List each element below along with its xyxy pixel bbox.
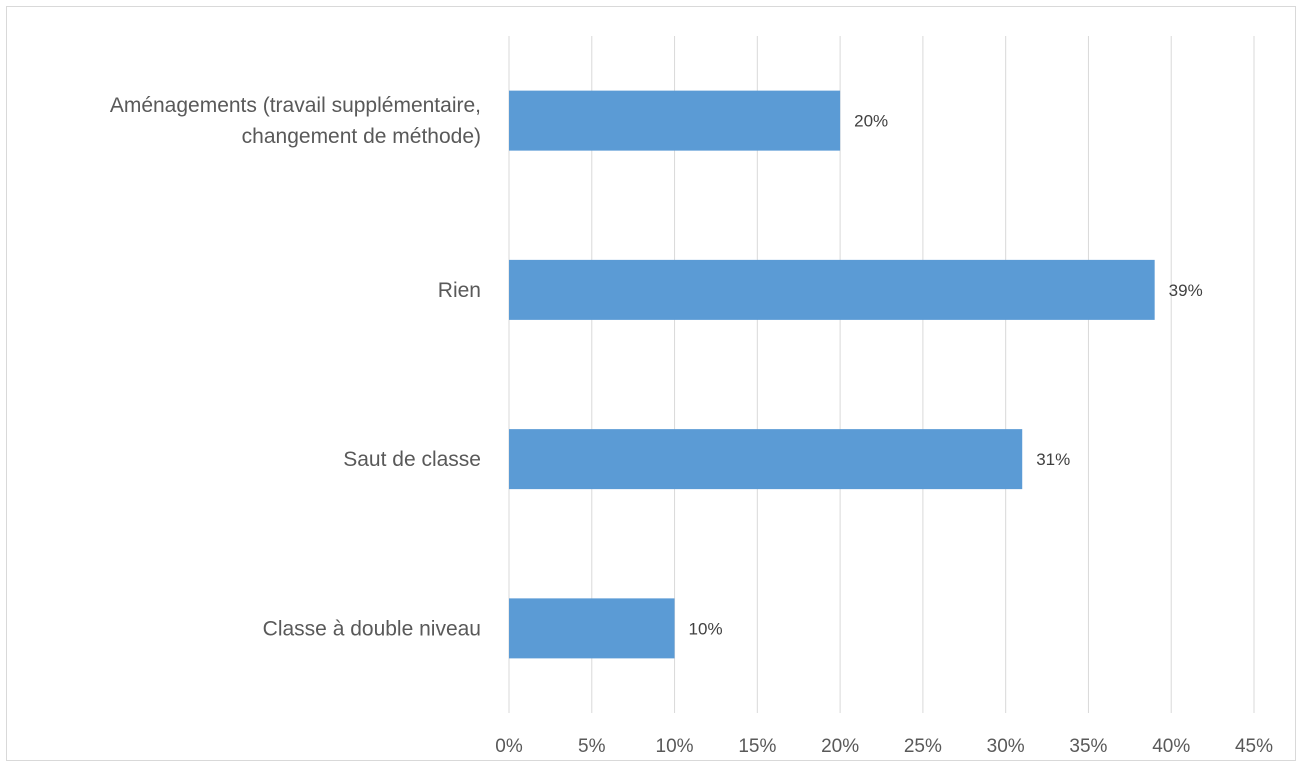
category-label: Aménagements (travail supplémentaire, cha…	[110, 94, 481, 148]
category-label: Rien	[438, 279, 481, 302]
data-label: 39%	[1169, 281, 1203, 300]
bar	[509, 259, 1155, 320]
x-tick-label: 0%	[495, 736, 523, 757]
x-tick-label: 45%	[1235, 736, 1273, 757]
x-tick-label: 35%	[1069, 736, 1107, 757]
data-label: 20%	[854, 112, 888, 131]
category-label: Saut de classe	[343, 448, 481, 471]
category-label-line: Saut de classe	[343, 448, 481, 471]
category-label-line: Classe à double niveau	[263, 617, 481, 640]
bar	[509, 598, 675, 659]
x-tick-label: 5%	[578, 736, 606, 757]
category-label: Classe à double niveau	[263, 617, 481, 640]
x-tick-label: 30%	[987, 736, 1025, 757]
category-label-line: Aménagements (travail supplémentaire,	[110, 94, 481, 117]
bar	[509, 429, 1023, 490]
data-label: 31%	[1036, 450, 1070, 469]
data-label: 10%	[689, 619, 723, 638]
category-label-line: Rien	[438, 279, 481, 302]
x-tick-label: 10%	[656, 736, 694, 757]
x-tick-label: 15%	[738, 736, 776, 757]
x-tick-label: 40%	[1152, 736, 1190, 757]
bar	[509, 90, 841, 151]
category-label-line: changement de méthode)	[242, 125, 481, 148]
x-tick-label: 25%	[904, 736, 942, 757]
x-tick-label: 20%	[821, 736, 859, 757]
